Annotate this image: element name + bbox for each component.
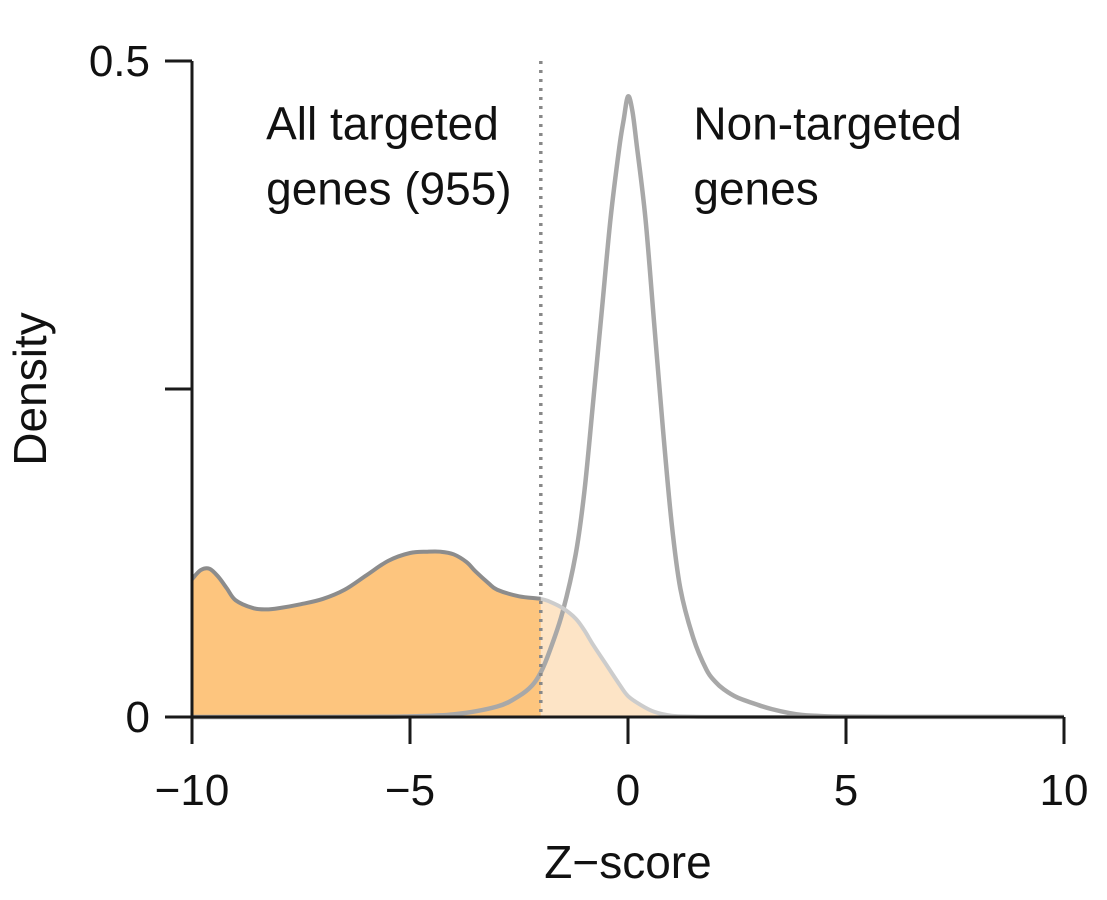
targeted-series (192, 551, 1064, 718)
targeted-outline (190, 549, 1064, 720)
targeted-density-line-beyond-threshold (540, 596, 1064, 720)
y-tick-label: 0.5 (89, 37, 150, 86)
targeted-density-line (190, 549, 541, 612)
targeted-genes-label-line-2: genes (955) (266, 163, 512, 215)
non-targeted-density-line (191, 94, 1065, 720)
x-axis-title: Z−score (544, 836, 711, 888)
x-tick-label: 5 (834, 766, 858, 815)
x-ticks: −10 −5 0 5 10 (155, 717, 1089, 815)
targeted-density-fill (192, 551, 541, 717)
x-tick-label: −10 (155, 766, 230, 815)
targeted-genes-label-line-1: All targeted (266, 98, 499, 150)
x-tick-label: 10 (1040, 766, 1089, 815)
non-targeted-genes-label-line-2: genes (693, 163, 818, 215)
non-targeted-genes-label: Non-targeted genes (693, 98, 974, 215)
targeted-density-fill-beyond-threshold (540, 598, 1064, 718)
targeted-genes-label: All targeted genes (955) (266, 98, 512, 215)
y-ticks: 00.5 (89, 37, 192, 742)
x-tick-label: 0 (616, 766, 640, 815)
non-targeted-genes-label-line-1: Non-targeted (693, 98, 962, 150)
x-tick-label: −5 (385, 766, 435, 815)
y-tick-label: 0 (126, 693, 150, 742)
y-axis-title: Density (4, 312, 56, 465)
